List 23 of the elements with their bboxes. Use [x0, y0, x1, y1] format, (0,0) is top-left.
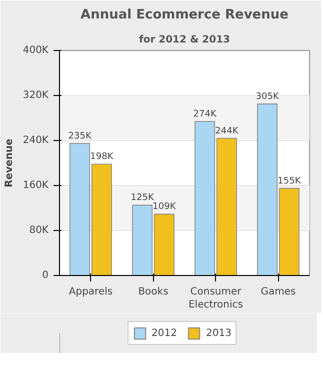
data-label: 305K: [256, 92, 280, 102]
y-tick-label: 400K: [22, 45, 49, 56]
data-label: 109K: [152, 202, 177, 212]
x-tick-label: Books: [138, 286, 168, 298]
y-tick-label: 240K: [22, 135, 49, 146]
y-tick-label: 80K: [29, 225, 49, 236]
x-tick-label: Consumer Electronics: [188, 286, 244, 311]
y-tick-label: 160K: [22, 180, 49, 191]
y-tick-label: 320K: [22, 90, 49, 101]
data-label: 235K: [68, 131, 92, 142]
chart-subtitle: for 2012 & 2013: [139, 34, 230, 46]
y-tick-label: 0: [42, 270, 49, 281]
chart-title: Annual Ecommerce Revenue: [80, 8, 289, 22]
x-tick-label: Apparels: [68, 286, 113, 298]
x-tick-label: Games: [260, 286, 296, 298]
data-label: 198K: [90, 152, 114, 162]
data-label: 155K: [278, 176, 302, 186]
legend-label: 2012: [152, 328, 177, 338]
legend-label: 2013: [206, 328, 232, 338]
data-label: 125K: [130, 193, 155, 204]
data-label: 274K: [193, 109, 218, 120]
data-label: 244K: [215, 126, 240, 136]
y-axis-title: Revenue: [4, 138, 15, 188]
